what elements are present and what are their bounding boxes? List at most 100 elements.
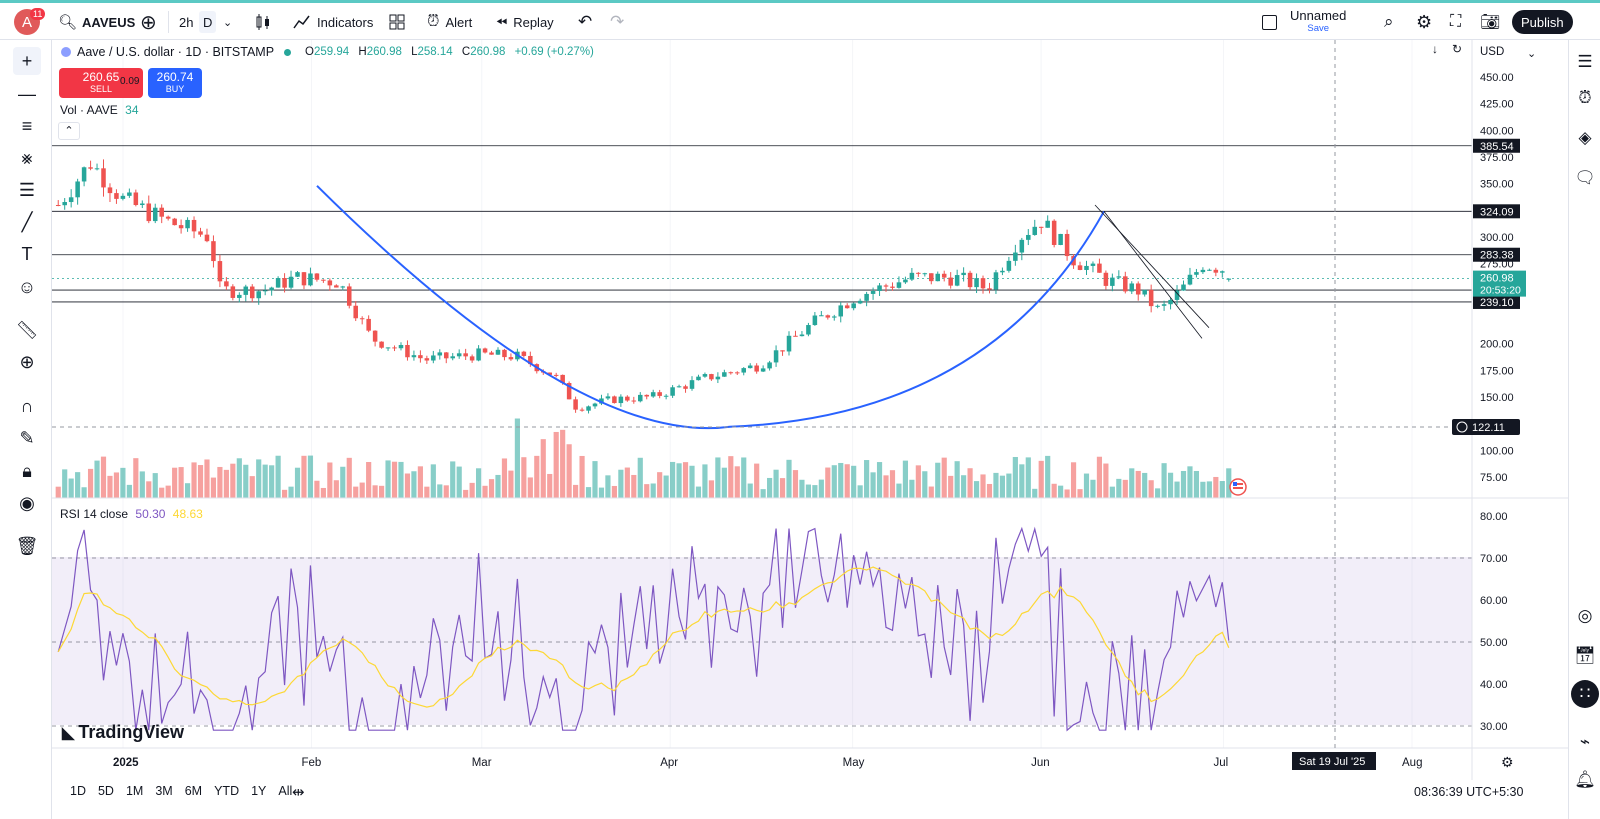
volume-bar	[851, 465, 857, 498]
interval-button[interactable]: 2h	[179, 14, 194, 30]
chevron-down-icon[interactable]: ⌄	[223, 16, 233, 29]
market-open-dot	[284, 48, 292, 56]
range-button-3m[interactable]: 3M	[155, 784, 173, 798]
series-title[interactable]: Aave / U.S. dollar · 1D · BITSTAMP	[77, 45, 275, 59]
layout-name: Unnamed	[1290, 8, 1347, 23]
chat-icon[interactable]: 🗨︎	[1574, 168, 1596, 187]
rsi-tick-label: 50.00	[1480, 637, 1508, 649]
volume-bar	[1167, 472, 1174, 498]
layout-checkbox[interactable]	[1262, 6, 1277, 38]
zoom-in-icon[interactable]: ⊕	[19, 351, 35, 372]
add-plus-icon[interactable]	[1456, 421, 1468, 433]
calendar-icon[interactable]: 📅︎	[1574, 646, 1596, 665]
prediction-icon[interactable]: ☰	[18, 179, 36, 200]
candle-body	[398, 344, 404, 349]
candle-body	[599, 398, 604, 404]
lock-icon[interactable]: 🔒︎	[22, 460, 32, 481]
range-button-all[interactable]: All	[278, 784, 293, 798]
cup-pattern-curve[interactable]	[316, 185, 1105, 430]
buy-button[interactable]: 260.74 BUY	[148, 68, 202, 98]
range-button-ytd[interactable]: YTD	[214, 784, 240, 798]
volume-bar	[204, 459, 210, 498]
indicators-button[interactable]: Indicators	[293, 6, 373, 38]
avatar[interactable]: A 11	[14, 6, 46, 38]
volume-bar	[618, 469, 624, 498]
candle-body	[1116, 276, 1122, 278]
rsi-tick-label: 40.00	[1480, 679, 1508, 691]
templates-icon[interactable]	[389, 6, 405, 38]
candle-body	[327, 280, 333, 286]
watchlist-icon[interactable]: ☰	[1577, 52, 1593, 71]
alert-button[interactable]: ⏰︎ Alert	[427, 6, 472, 38]
undo-icon[interactable]: ↶	[578, 12, 593, 31]
candle-body	[767, 362, 772, 369]
pattern-icon[interactable]: ⨳	[21, 147, 33, 168]
volume-bar	[760, 489, 766, 498]
publish-button[interactable]: Publish	[1512, 10, 1573, 34]
fullscreen-icon[interactable]: ⛶	[1450, 13, 1462, 30]
candle-body	[844, 305, 850, 309]
level-price-tag[interactable]	[1473, 247, 1520, 262]
range-button-5d[interactable]: 5D	[97, 784, 114, 798]
emoji-icon[interactable]: ☺	[17, 276, 37, 297]
chart-canvas[interactable]: 450.00425.00400.00375.00350.00325.00300.…	[52, 40, 1568, 800]
symbol-search-button[interactable]: 🔍︎ AAVEUS	[58, 6, 135, 38]
range-button-6m[interactable]: 6M	[184, 784, 203, 798]
us-flag-icon[interactable]	[1229, 478, 1247, 496]
candle-body	[638, 394, 643, 402]
range-button-1m[interactable]: 1M	[125, 784, 144, 798]
channel-lower-line[interactable]	[1103, 211, 1203, 339]
candle-body	[683, 386, 688, 389]
trash-icon[interactable]: 🗑︎	[15, 535, 39, 556]
currency-selector[interactable]: USD	[1480, 46, 1505, 58]
utc-clock[interactable]: 08:36:39 UTC+5:30	[1414, 785, 1524, 799]
quick-search-icon[interactable]: ⌕	[1384, 12, 1394, 31]
candle-body	[987, 288, 992, 290]
eye-icon[interactable]: ◉	[19, 492, 35, 513]
refresh-icon[interactable]: ↻	[1452, 42, 1462, 56]
volume-bar	[476, 468, 482, 498]
alerts-clock-icon[interactable]: ⏰︎	[1578, 88, 1592, 107]
redo-icon[interactable]: ↷	[610, 12, 625, 31]
crosshair-price-tag	[1452, 419, 1520, 435]
notifications-bell-icon[interactable]: 🔔︎	[1574, 770, 1596, 789]
range-button-1d[interactable]: 1D	[70, 784, 86, 798]
broadcast-icon[interactable]: ⌁	[1579, 732, 1591, 751]
crosshair-icon[interactable]: +	[13, 47, 41, 75]
settings-gear-icon[interactable]: ⚙	[1416, 11, 1433, 32]
collapse-legend-button[interactable]: ⌃	[58, 122, 80, 140]
volume-bar	[560, 429, 566, 498]
rsi-line	[57, 526, 1230, 732]
layers-icon[interactable]: ◈	[1578, 128, 1592, 147]
level-price-tag[interactable]	[1473, 138, 1520, 153]
date-range-icon[interactable]: ⇹	[292, 784, 305, 801]
target-icon[interactable]: ◎	[1577, 606, 1593, 625]
sell-button[interactable]: 260.65 SELL	[59, 68, 143, 98]
candle-body	[670, 387, 675, 396]
brush-icon[interactable]: ╱	[21, 211, 33, 232]
text-icon[interactable]: T	[21, 243, 33, 264]
ruler-icon[interactable]: 📏︎	[15, 319, 39, 340]
compare-add-icon[interactable]: ⊕	[140, 11, 157, 34]
level-price-tag[interactable]	[1473, 294, 1520, 309]
trend-line-icon[interactable]: —	[18, 83, 36, 104]
currency-chevron-icon[interactable]: ⌄	[1527, 48, 1536, 60]
volume-bar	[1193, 470, 1200, 498]
magnet-icon[interactable]: ∩	[20, 395, 34, 416]
candles-icon[interactable]	[255, 6, 271, 38]
fib-retracement-icon[interactable]: ≡	[21, 115, 33, 136]
channel-upper-line[interactable]	[1094, 204, 1210, 328]
level-price-tag[interactable]	[1473, 204, 1520, 219]
arrow-down-icon[interactable]: ↓	[1432, 42, 1438, 56]
lock-drawing-icon[interactable]: ✎	[19, 427, 35, 448]
interval-mode[interactable]: D	[199, 11, 217, 33]
candle-body	[243, 286, 249, 295]
layout-name-button[interactable]: Unnamed Save	[1290, 6, 1346, 38]
camera-icon[interactable]: 📷︎	[1480, 14, 1501, 31]
range-button-1y[interactable]: 1Y	[251, 784, 267, 798]
apps-grid-icon[interactable]: ∷	[1571, 680, 1599, 708]
volume-bar	[68, 478, 74, 498]
axis-settings-gear-icon[interactable]: ⚙	[1501, 754, 1514, 770]
replay-button[interactable]: ⏪︎ Replay	[496, 6, 554, 38]
candle-body	[217, 261, 223, 282]
